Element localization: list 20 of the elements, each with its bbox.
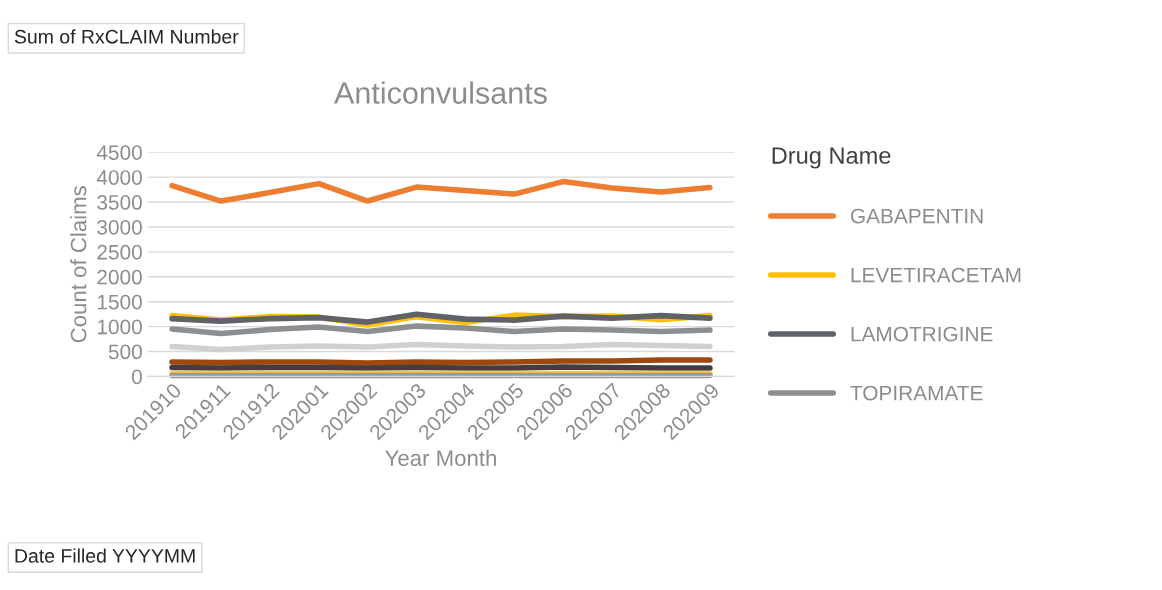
x-axis-title: Year Month xyxy=(385,449,496,467)
legend-label: LAMOTRIGINE xyxy=(851,326,993,342)
text: Sum of RxCLAIM Number xyxy=(14,29,239,44)
y-tick-label: 1500 xyxy=(97,294,142,310)
chart-title: Anticonvulsants xyxy=(334,81,547,104)
y-axis-title: Count of Claims xyxy=(70,186,87,343)
y-tick-label: 2500 xyxy=(97,244,142,260)
legend-title: Drug Name xyxy=(772,147,891,169)
y-tick-label: 4000 xyxy=(96,170,142,185)
legend-label: LEVETIRACETAM xyxy=(851,267,1021,283)
y-tick-label: 1000 xyxy=(97,319,142,335)
y-tick-label: 3000 xyxy=(97,219,142,235)
y-tick-label: 4500 xyxy=(96,145,142,160)
y-tick-label: 0 xyxy=(131,369,142,385)
y-tick-label: 500 xyxy=(108,344,142,360)
y-tick-label: 2000 xyxy=(97,269,142,285)
text: Date Filled YYYYMM xyxy=(15,548,195,563)
legend-label: TOPIRAMATE xyxy=(850,385,983,401)
legend-label: GABAPENTIN xyxy=(850,208,983,224)
y-tick-label: 3500 xyxy=(97,195,142,210)
